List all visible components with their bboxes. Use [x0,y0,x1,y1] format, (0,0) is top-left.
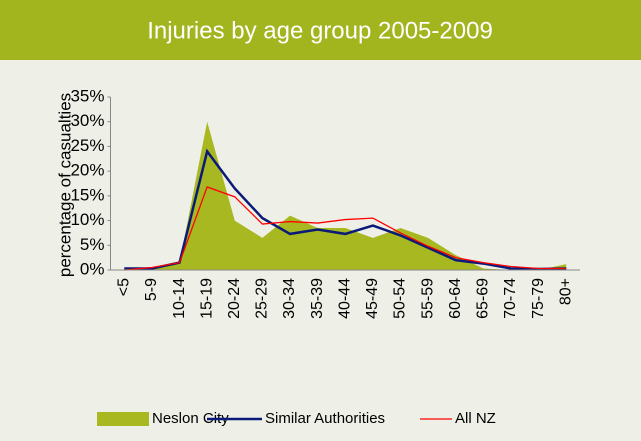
legend-swatch [97,412,149,426]
y-tick-label: 35% [70,86,104,105]
x-tick-label: 65-69 [475,278,492,319]
legend-label: Similar Authorities [265,410,385,427]
x-tick-label: 75-79 [530,278,547,319]
area [124,121,567,270]
x-tick-label: 5-9 [143,278,160,301]
x-tick-label: 40-44 [336,278,353,319]
x-tick-label: 45-49 [364,278,381,319]
x-tick-label: 60-64 [447,278,464,319]
y-tick-label: 0% [80,259,105,278]
line [124,186,567,271]
x-tick-label: 20-24 [226,278,243,319]
x-tick-label: 80+ [557,278,574,305]
y-tick-label: 25% [70,136,104,155]
legend-label: All NZ [455,410,496,427]
x-tick-label: 50-54 [392,278,409,319]
y-tick-label: 15% [70,185,104,204]
x-tick-label: <5 [116,278,133,296]
x-tick-label: 55-59 [419,278,436,319]
line [124,148,567,271]
x-tick-label: 70-74 [502,278,519,319]
legend-label: Neslon City [152,410,229,427]
y-axis-label: percentage of casualties [55,93,74,277]
y-tick-label: 10% [70,210,104,229]
x-tick-label: 15-19 [198,278,215,319]
y-tick-label: 30% [70,111,104,130]
x-tick-label: 25-29 [254,278,271,319]
x-tick-label: 35-39 [309,278,326,319]
y-tick-label: 5% [80,235,105,254]
x-tick-label: 30-34 [281,278,298,319]
title-bar [0,0,641,60]
x-tick-label: 10-14 [171,278,188,319]
y-tick-label: 20% [70,161,104,180]
chart-title: Injuries by age group 2005-2009 [147,17,493,44]
